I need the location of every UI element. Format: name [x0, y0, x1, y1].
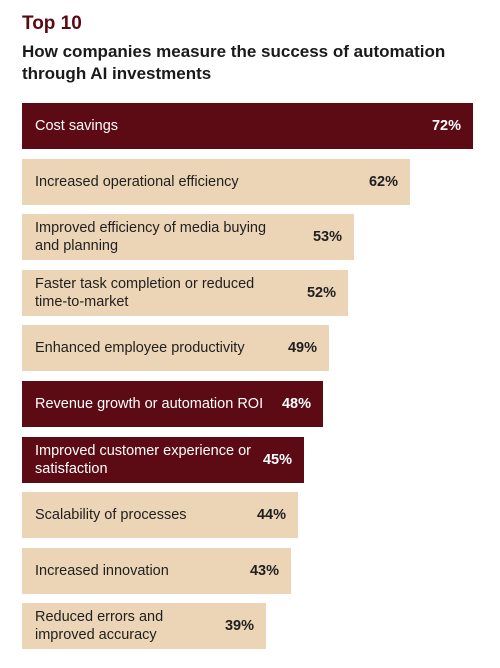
bar-value-label: 44% — [256, 507, 286, 524]
bar: Cost savings 72% — [22, 103, 473, 149]
bar-label: Enhanced employee productivity — [35, 340, 245, 357]
bar-label: Reduced errors and improved accuracy — [35, 609, 164, 644]
bar-label: Cost savings — [35, 118, 119, 134]
bar-value-label: 72% — [431, 118, 461, 134]
chart-kicker: Top 10 — [22, 13, 82, 34]
bar-label: Revenue growth or automation ROI — [35, 396, 264, 412]
bar: Increased operational efficiency 62% — [22, 158, 410, 205]
bar-label: Increased innovation — [35, 562, 169, 579]
bar-value-label: 49% — [287, 340, 317, 357]
bar-label: Scalability of processes — [35, 507, 187, 524]
bar-value-label: 62% — [368, 173, 398, 190]
bar-value-label: 45% — [262, 451, 292, 468]
bar: Faster task completion or reduced time-t… — [22, 269, 348, 316]
bar-value-label: 48% — [281, 396, 311, 412]
bar-label: Faster task completion or reduced time-t… — [35, 275, 255, 310]
bar-value-label: 43% — [249, 562, 279, 579]
bar-label: Improved efficiency of media buying and … — [35, 220, 267, 255]
bar-value-label: 39% — [224, 618, 254, 635]
bar: Improved customer experience or satisfac… — [22, 436, 304, 483]
bar-value-label: 52% — [306, 284, 336, 301]
bar: Revenue growth or automation ROI 48% — [22, 381, 323, 427]
bar: Improved efficiency of media buying and … — [22, 214, 354, 261]
bar-label: Improved customer experience or satisfac… — [35, 442, 251, 477]
bar-label: Increased operational efficiency — [35, 173, 239, 190]
chart-title: How companies measure the success of aut… — [22, 42, 446, 83]
bar: Enhanced employee productivity 49% — [22, 325, 329, 372]
bar: Increased innovation 43% — [22, 547, 291, 594]
bar-value-label: 53% — [312, 229, 342, 246]
bar: Reduced errors and improved accuracy 39% — [22, 603, 266, 650]
bar: Scalability of processes 44% — [22, 492, 298, 539]
